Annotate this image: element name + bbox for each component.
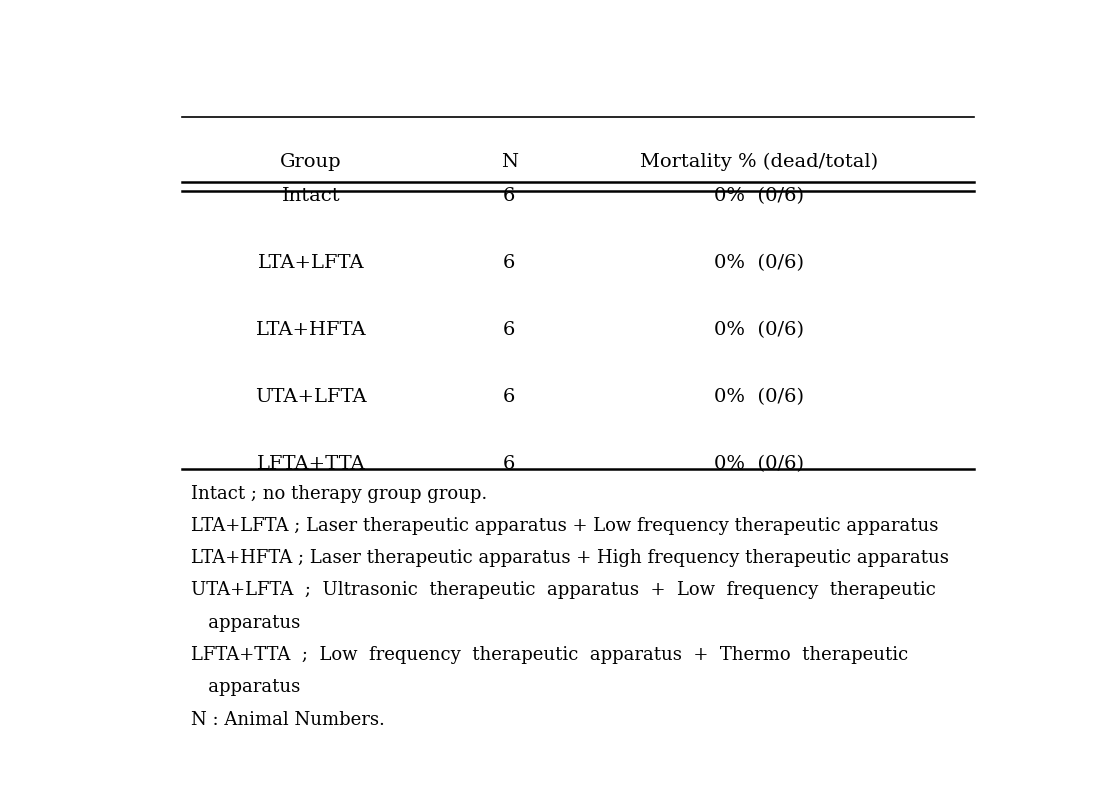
Text: UTA+LFTA: UTA+LFTA xyxy=(256,388,367,406)
Text: 6: 6 xyxy=(503,321,516,339)
Text: N : Animal Numbers.: N : Animal Numbers. xyxy=(191,711,384,729)
Text: UTA+LFTA  ;  Ultrasonic  therapeutic  apparatus  +  Low  frequency  therapeutic: UTA+LFTA ; Ultrasonic therapeutic appara… xyxy=(191,581,935,600)
Text: Intact ; no therapy group group.: Intact ; no therapy group group. xyxy=(191,484,487,503)
Text: LTA+LFTA ; Laser therapeutic apparatus + Low frequency therapeutic apparatus: LTA+LFTA ; Laser therapeutic apparatus +… xyxy=(191,517,938,535)
Text: 0%  (0/6): 0% (0/6) xyxy=(713,455,804,473)
Text: 0%  (0/6): 0% (0/6) xyxy=(713,187,804,205)
Text: 6: 6 xyxy=(503,388,516,406)
Text: LFTA+TTA: LFTA+TTA xyxy=(257,455,366,473)
Text: LTA+LFTA: LTA+LFTA xyxy=(258,254,364,272)
Text: apparatus: apparatus xyxy=(191,613,300,632)
Text: 0%  (0/6): 0% (0/6) xyxy=(713,388,804,406)
Text: Group: Group xyxy=(280,153,342,171)
Text: LTA+HFTA: LTA+HFTA xyxy=(256,321,367,339)
Text: 0%  (0/6): 0% (0/6) xyxy=(713,321,804,339)
Text: 6: 6 xyxy=(503,254,516,272)
Text: 0%  (0/6): 0% (0/6) xyxy=(713,254,804,272)
Text: apparatus: apparatus xyxy=(191,678,300,696)
Text: 6: 6 xyxy=(503,187,516,205)
Text: Mortality % (dead/total): Mortality % (dead/total) xyxy=(640,153,878,171)
Text: LFTA+TTA  ;  Low  frequency  therapeutic  apparatus  +  Thermo  therapeutic: LFTA+TTA ; Low frequency therapeutic app… xyxy=(191,646,908,664)
Text: LTA+HFTA ; Laser therapeutic apparatus + High frequency therapeutic apparatus: LTA+HFTA ; Laser therapeutic apparatus +… xyxy=(191,549,949,567)
Text: N: N xyxy=(501,153,518,171)
Text: Intact: Intact xyxy=(282,187,340,205)
Text: 6: 6 xyxy=(503,455,516,473)
